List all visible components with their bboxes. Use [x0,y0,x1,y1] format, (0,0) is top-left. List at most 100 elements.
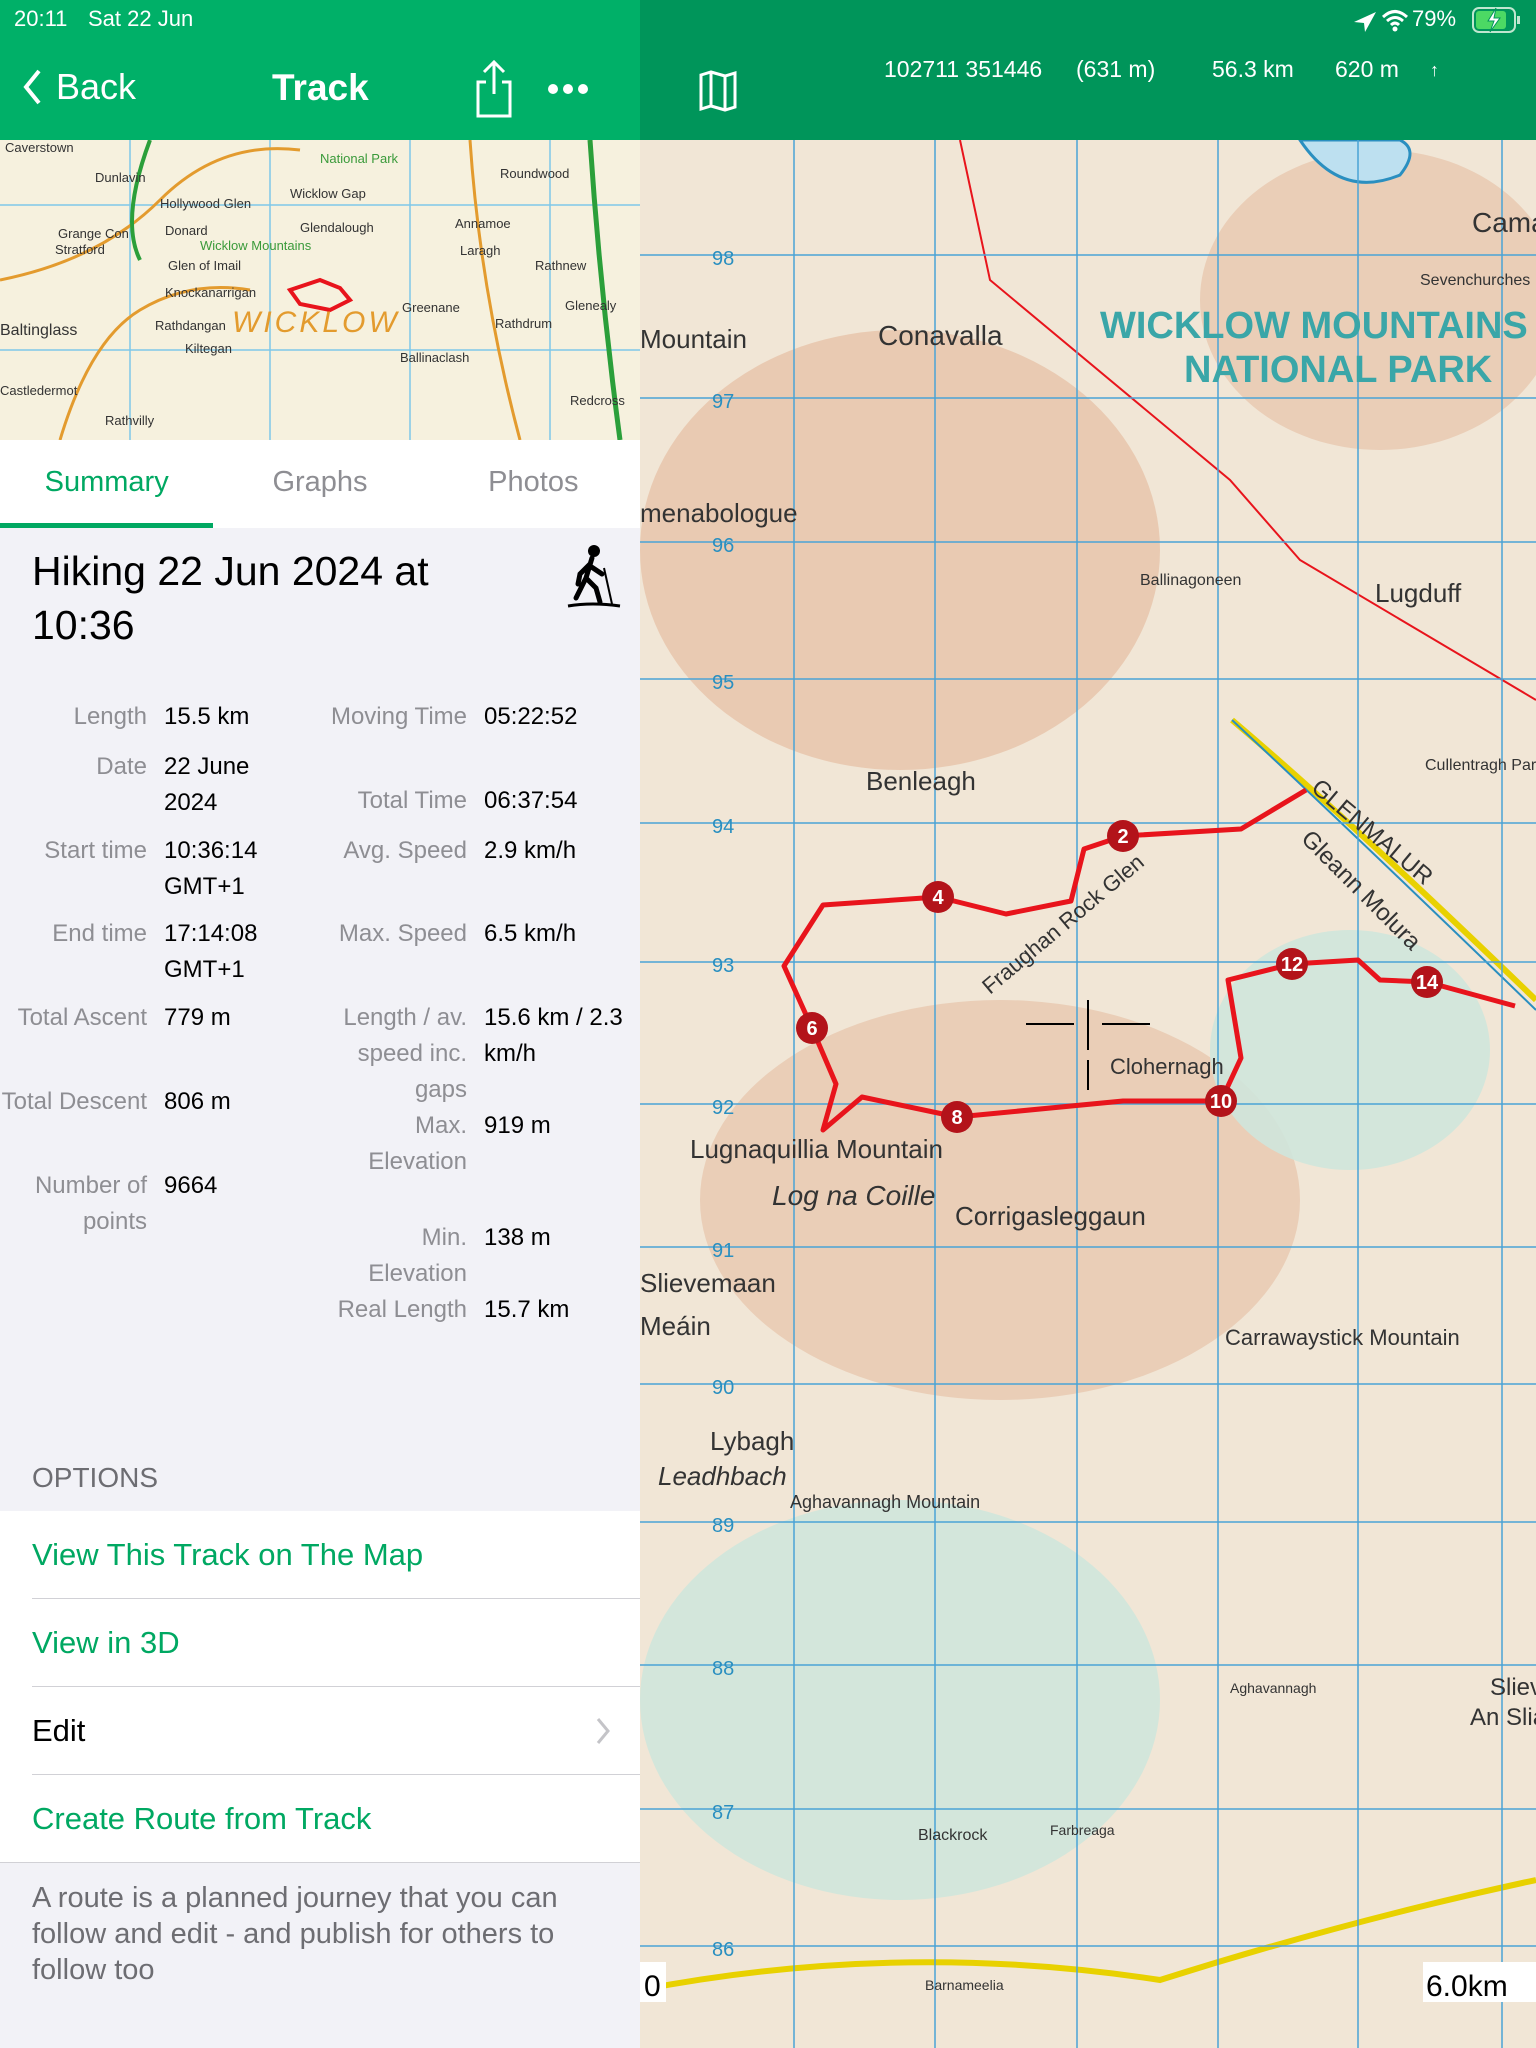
route-marker[interactable] [1205,1085,1237,1117]
create-route-option[interactable]: Create Route from Track [0,1775,640,1863]
view-on-map-option[interactable]: View This Track on The Map [0,1511,640,1599]
stat-value: 806 m [164,1088,231,1115]
stat-label: Total Ascent [17,1004,147,1031]
stat-label: End time [52,920,147,947]
place-label: Ballinagoneen [1140,572,1241,589]
place-label: Barnameelia [925,1977,1004,1993]
edit-label: Edit [32,1713,86,1748]
route-marker[interactable] [1411,966,1443,998]
minimap-label: Dunlavin [95,170,146,185]
edit-option[interactable]: Edit [0,1687,640,1775]
chevron-right-icon [596,1718,610,1744]
stat-value: 779 m [164,1004,231,1031]
minimap-label: Redcross [570,393,625,408]
view-in-3d-option[interactable]: View in 3D [0,1599,640,1687]
place-label: Lugnaquillia Mountain [690,1134,943,1164]
route-marker[interactable] [941,1101,973,1133]
minimap-label: Stratford [55,242,105,257]
map-layers-icon[interactable] [698,70,738,112]
status-time: 20:11 [14,6,68,31]
minimap-label: Glen of Imail [168,258,241,273]
place-label: Farbreaga [1050,1822,1115,1838]
coordinates-readout: 102711 351446 [884,56,1043,82]
route-marker[interactable] [1276,948,1308,980]
stat-label: Length [73,703,147,730]
grid-label: 93 [712,955,734,977]
place-label: Sevenchurches [1420,272,1530,289]
route-marker-label: 4 [932,887,944,909]
stat-value: 138 m [484,1224,551,1251]
minimap-label: Wicklow Gap [290,186,366,201]
tab-photos[interactable]: Photos [488,466,579,498]
minimap-label: Baltinglass [0,322,77,339]
stat-value: 6.5 km/h [484,920,577,947]
scale-end: 6.0km [1426,1970,1508,2003]
stat-value: 15.7 km [484,1296,570,1323]
options-header: OPTIONS [32,1462,159,1493]
park-label: NATIONAL PARK [1184,349,1493,391]
track-minimap[interactable]: Caverstown Dunlavin Hollywood Glen Donard Gl… [0,140,640,440]
map-header: 102711 351446 (631 m) 56.3 km 620 m ↑ 79… [640,0,1536,140]
tab-summary[interactable]: Summary [0,440,214,528]
stat-label: Number of points [34,1172,147,1235]
route-marker-label: 14 [1416,972,1439,994]
route-marker[interactable] [1107,820,1139,852]
minimap-label: Rathvilly [105,413,155,428]
grid-label: 94 [712,816,734,838]
stat-label: Max. Elevation [368,1112,467,1175]
grid-label: 86 [712,1939,734,1961]
share-icon[interactable] [472,60,516,120]
stat-value: 22 June 2024 [164,753,250,816]
place-label: Aghavannagh Mountain [790,1492,980,1512]
place-label: Conavalla [878,320,1003,351]
minimap-label: Knockanarrigan [165,285,256,300]
minimap-label: Greenane [402,300,460,315]
minimap-label: Ballinaclash [400,350,469,365]
stat-label: Real Length [337,1296,467,1323]
stat-value: 15.6 km / 2.3 km/h [484,1004,623,1067]
stat-value: 919 m [484,1112,551,1139]
stat-value: 06:37:54 [484,787,578,814]
minimap-label: Rathdrum [495,316,552,331]
minimap-label: Glendalough [300,220,374,235]
stat-label: Moving Time [330,703,467,730]
route-marker[interactable] [796,1012,828,1044]
stat-label: Length / av. speed inc. gaps [343,1004,467,1103]
place-label: Slievemaan [640,1268,776,1298]
stat-label: Start time [44,837,147,864]
place-label: Camad [1472,207,1536,238]
chevron-left-icon [23,69,41,105]
minimap-label: Donard [165,223,208,238]
track-header: 20:11 Sat 22 Jun Back Track [0,0,640,140]
stat-value: 05:22:52 [484,703,578,730]
place-label: menabologue [640,498,798,528]
grid-label: 91 [712,1240,734,1262]
coordinates-elevation: (631 m) [1076,56,1156,82]
elevation-readout: 620 m [1335,56,1399,82]
track-route[interactable] [781,787,1516,1133]
place-label: Aghavannagh [1230,1680,1316,1696]
place-label: Meáin [640,1311,711,1341]
back-label: Back [56,66,137,107]
stat-label: Avg. Speed [343,837,467,864]
grid-label: 96 [712,535,734,557]
distance-readout: 56.3 km [1212,56,1294,82]
route-marker[interactable] [922,881,954,913]
place-label: Benleagh [866,766,976,796]
stat-label: Total Descent [1,1088,147,1115]
grid-label: 97 [712,391,734,413]
stat-value: 10:36:14 GMT+1 [164,837,258,900]
grid-label: 95 [712,672,734,694]
minimap-label: National Park [320,151,399,166]
minimap-label: Wicklow Mountains [200,238,312,253]
stat-value: 2.9 km/h [484,837,577,864]
park-label: WICKLOW MOUNTAINS [1100,305,1528,347]
tab-bar: Summary Graphs Photos [0,440,640,528]
back-button[interactable]: Back [22,66,136,108]
place-label: Cullentragh Park [1425,757,1536,774]
status-date: Sat 22 Jun [88,6,194,31]
more-icon[interactable] [546,82,590,96]
tab-graphs[interactable]: Graphs [272,466,368,498]
map-crosshair [1026,1000,1150,1090]
